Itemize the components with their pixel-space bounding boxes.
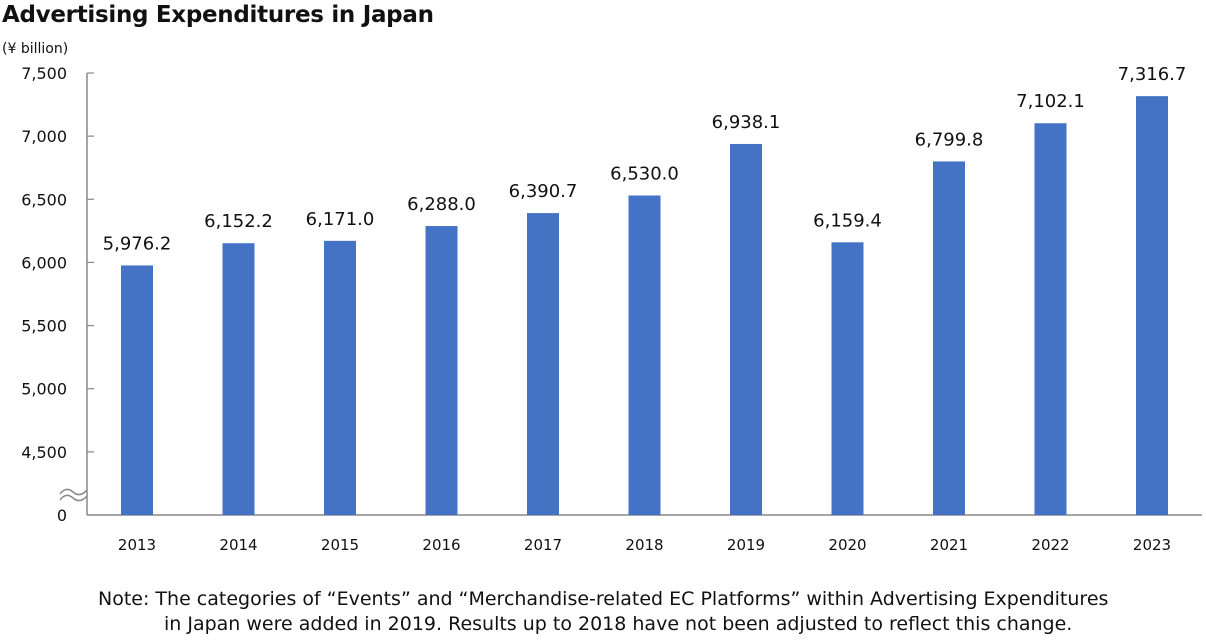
x-tick-label-2017: 2017 [524,536,562,554]
note-line-1: Note: The categories of “Events” and “Me… [98,588,1109,610]
bar-2016 [425,226,458,515]
bar-2022 [1034,123,1067,515]
bar-2021 [933,161,965,515]
data-label-2021: 6,799.8 [915,129,984,150]
bar-2019 [730,143,762,515]
x-tick-label-2023: 2023 [1133,536,1171,554]
chart-title: Advertising Expenditures in Japan [2,2,434,28]
note-line-2: in Japan were added in 2019. Results up … [164,613,1073,635]
data-label-2023: 7,316.7 [1118,64,1187,85]
x-tick-label-2018: 2018 [625,536,663,554]
bar-2018 [628,195,661,516]
data-label-2018: 6,530.0 [610,163,679,184]
y-tick-label: 4,500 [21,443,67,462]
x-tick-label-2016: 2016 [422,536,460,554]
data-label-2022: 7,102.1 [1016,91,1085,112]
y-tick-label: 5,500 [21,317,67,336]
x-tick-label-2022: 2022 [1031,536,1069,554]
x-tick-label-2013: 2013 [118,536,156,554]
data-label-2019: 6,938.1 [712,112,781,133]
y-tick-label: 7,500 [21,64,67,83]
y-tick-label: 5,000 [21,380,67,399]
x-tick-label-2021: 2021 [930,536,968,554]
y-axis-unit-label: (¥ billion) [2,41,69,57]
bar-2020 [831,242,864,515]
data-label-2014: 6,152.2 [204,211,273,232]
bar-2014 [222,243,255,515]
y-tick-label: 7,000 [21,127,67,146]
bar-2013 [121,265,153,515]
data-label-2020: 6,159.4 [813,210,882,231]
y-tick-label: 6,500 [21,190,67,209]
data-label-2013: 5,976.2 [103,233,172,254]
data-label-2015: 6,171.0 [306,209,375,230]
x-tick-label-2020: 2020 [828,536,866,554]
data-label-2016: 6,288.0 [407,194,476,215]
y-tick-label-origin: 0 [57,506,67,525]
x-tick-label-2014: 2014 [219,536,257,554]
data-label-2017: 6,390.7 [509,181,578,202]
axis-break-icon [59,488,88,502]
bar-2023 [1136,96,1168,516]
bar-chart: 4,500 5,000 5,500 6,000 6,500 7,000 7,500 0 5,97… [21,64,1202,554]
x-tick-label-2015: 2015 [321,536,359,554]
bar-2017 [527,213,559,515]
y-tick-label: 6,000 [21,253,67,272]
x-tick-label-2019: 2019 [727,536,765,554]
bar-2015 [324,240,356,515]
